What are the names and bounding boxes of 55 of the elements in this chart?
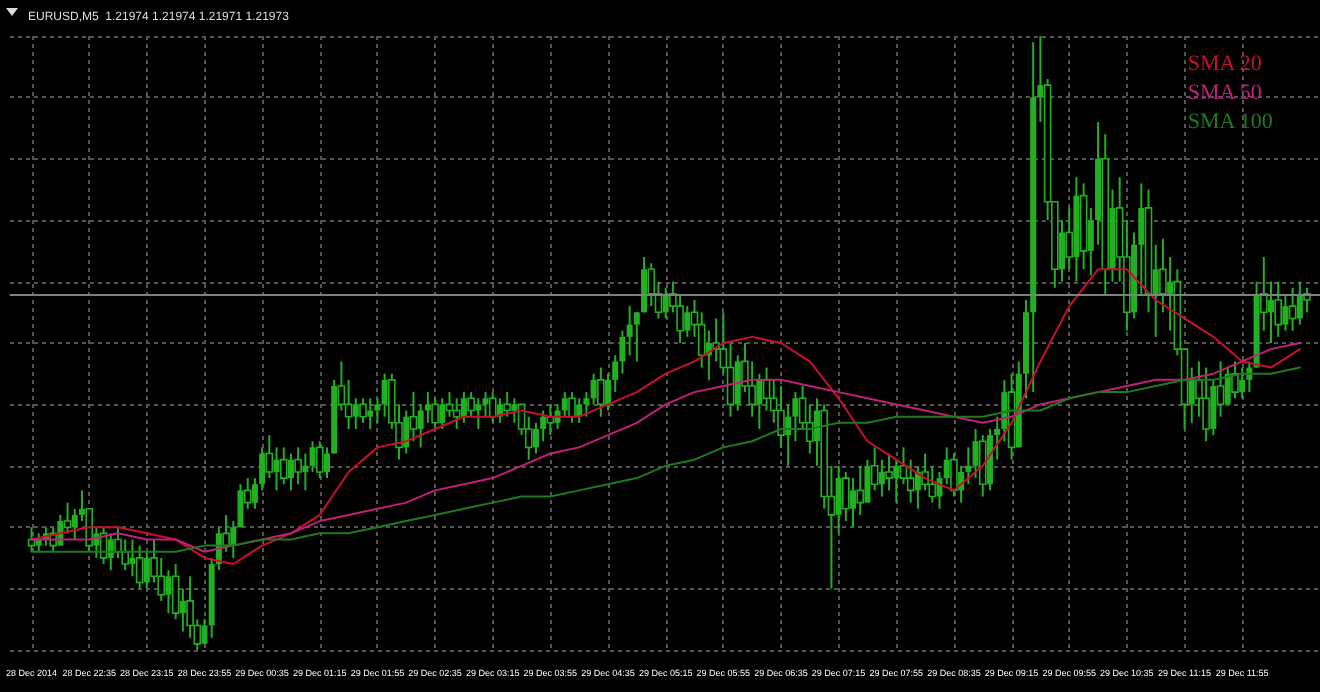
candlestick xyxy=(431,397,439,430)
candlestick xyxy=(1274,280,1282,338)
candlestick xyxy=(475,397,482,430)
candlestick xyxy=(1231,360,1239,400)
text: SMA 20 xyxy=(1187,52,1263,76)
candlestick xyxy=(1288,286,1297,332)
candlestick xyxy=(583,391,590,418)
candlestick xyxy=(972,427,979,480)
candlestick xyxy=(597,366,605,418)
candlestick xyxy=(273,446,280,492)
candlestick xyxy=(460,391,467,424)
candlestick xyxy=(1239,366,1246,400)
candlestick xyxy=(439,397,446,430)
candlestick xyxy=(511,397,518,424)
candlestick xyxy=(201,618,208,645)
text: SMA 100 xyxy=(1187,110,1274,134)
candlestick xyxy=(590,372,597,406)
candlestick xyxy=(302,452,309,492)
candlestick xyxy=(165,569,172,615)
candlestick xyxy=(1268,280,1274,344)
candlestick xyxy=(237,483,244,529)
candlestick xyxy=(129,538,136,578)
candlestick xyxy=(107,532,114,572)
candlestick xyxy=(684,305,691,338)
candlestick xyxy=(381,372,388,418)
candlestick xyxy=(135,544,144,590)
candlestick xyxy=(488,391,497,424)
text: SMA 50 xyxy=(1187,81,1263,105)
candlestick xyxy=(503,391,511,418)
candlestick xyxy=(641,256,648,314)
candlestick xyxy=(1202,366,1210,443)
candlestick xyxy=(856,464,865,516)
candlestick xyxy=(633,311,640,363)
candlestick xyxy=(878,458,885,498)
candlestick xyxy=(835,464,842,535)
candlestick xyxy=(230,520,237,559)
candlestick xyxy=(482,391,489,418)
candlestick xyxy=(626,305,633,357)
candlestick xyxy=(315,440,324,480)
candlestick xyxy=(279,446,288,486)
candlestick xyxy=(568,391,576,424)
candlestick xyxy=(978,434,987,498)
candlestick xyxy=(1296,280,1303,326)
candlestick xyxy=(294,446,302,486)
candlestick xyxy=(893,458,900,504)
candlestick xyxy=(35,532,42,553)
candlestick xyxy=(1282,292,1289,332)
candlestick xyxy=(287,452,294,492)
candlestick xyxy=(367,397,374,430)
candlestick xyxy=(352,397,359,430)
candlestick xyxy=(950,452,958,498)
candlestick xyxy=(576,397,583,424)
candlestick xyxy=(374,397,381,424)
candlestick xyxy=(309,440,316,473)
candlestick xyxy=(359,397,367,424)
